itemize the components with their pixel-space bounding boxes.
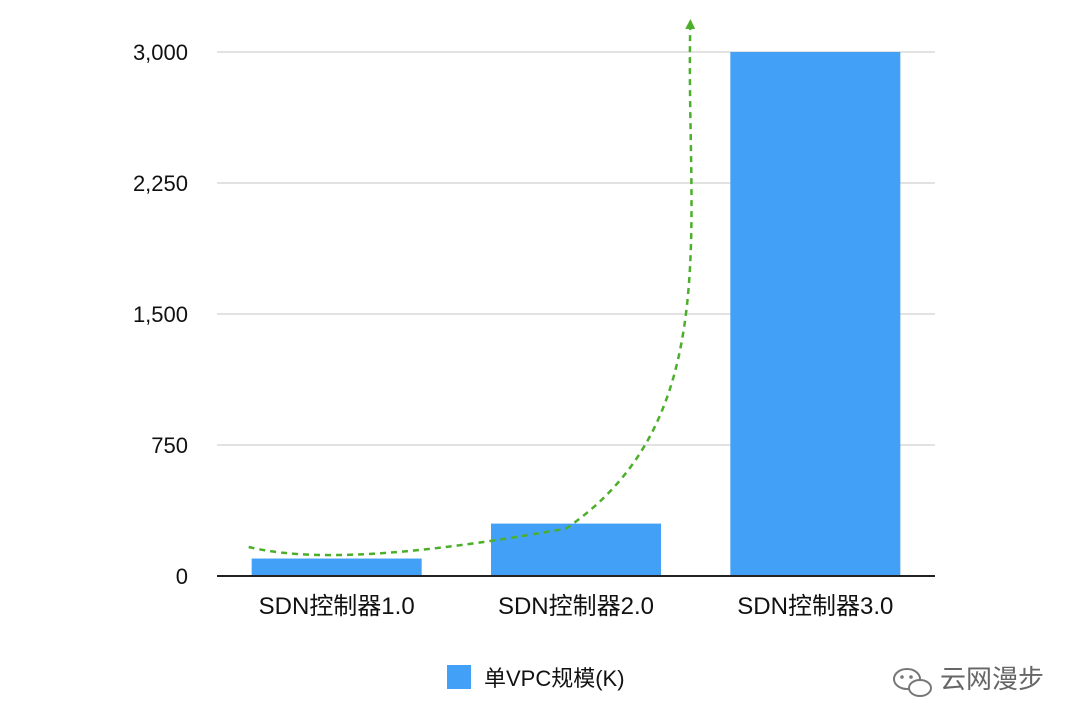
bar	[251, 558, 422, 576]
watermark-text: 云网漫步	[940, 664, 1044, 694]
watermark: 云网漫步	[893, 664, 1044, 697]
x-tick-label: SDN控制器1.0	[259, 593, 415, 620]
bar	[730, 52, 901, 576]
y-tick-label: 2,250	[133, 171, 188, 196]
x-tick-label: SDN控制器3.0	[737, 593, 893, 620]
y-tick-label: 0	[176, 564, 188, 589]
trend-arrow	[248, 19, 696, 557]
bar	[491, 523, 661, 576]
y-tick-label: 1,500	[133, 302, 188, 327]
legend-label: 单VPC规模(K)	[484, 666, 625, 691]
y-tick-label: 750	[151, 433, 188, 458]
x-tick-label: SDN控制器2.0	[498, 593, 654, 620]
y-tick-label: 3,000	[133, 40, 188, 65]
wechat-icon	[893, 668, 932, 697]
legend-swatch	[447, 665, 471, 689]
